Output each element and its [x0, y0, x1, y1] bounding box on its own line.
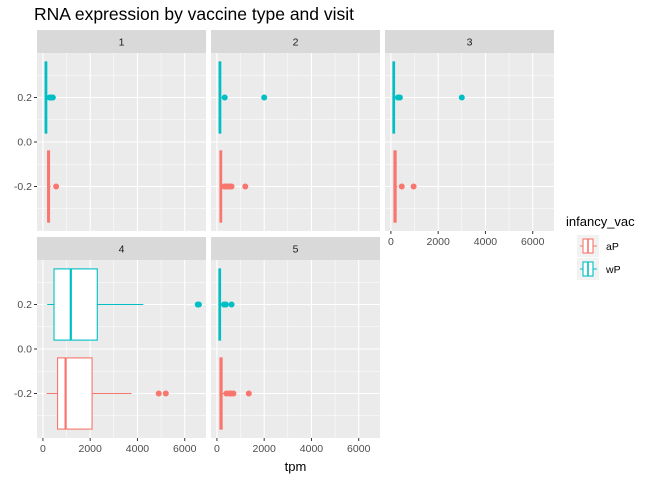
boxplot-aP — [393, 150, 417, 223]
legend-entry-aP: aP — [577, 235, 619, 257]
boxplot-wP — [392, 61, 465, 134]
boxplot-aP — [219, 357, 252, 430]
boxplot-aP — [46, 357, 169, 430]
legend-label: aP — [606, 241, 619, 253]
facet-panel-1: 1 — [37, 30, 206, 231]
outlier-point — [162, 390, 169, 397]
facet-strip — [211, 237, 380, 260]
x-tick-label: 6000 — [521, 236, 545, 248]
x-tick-label: 0 — [40, 443, 46, 455]
x-tick-label: 4000 — [300, 443, 324, 455]
legend-label: wP — [605, 264, 621, 276]
outlier-point — [410, 183, 417, 190]
box-iqr — [53, 268, 98, 341]
facet-panel-3: 3 — [385, 30, 554, 231]
outlier-point — [398, 183, 405, 190]
outlier-point — [458, 94, 465, 101]
outlier-point — [221, 94, 228, 101]
outlier-point — [228, 183, 235, 190]
x-axis-title: tpm — [285, 459, 307, 474]
x-tick-label: 6000 — [347, 443, 371, 455]
x-tick-label: 2000 — [427, 236, 451, 248]
x-tick-label: 0 — [388, 236, 394, 248]
legend: infancy_vac aP wP — [566, 214, 635, 280]
facet-strip — [37, 237, 206, 260]
boxplot-wP — [218, 268, 235, 341]
outlier-point — [195, 301, 202, 308]
outlier-point — [230, 390, 237, 397]
outlier-point — [228, 301, 235, 308]
outlier-point — [222, 301, 229, 308]
x-tick-label: 4000 — [126, 443, 150, 455]
outlier-point — [53, 183, 60, 190]
facet-panel-5: 5 — [211, 237, 380, 438]
boxplot-wP — [44, 61, 56, 134]
legend-entry-wP: wP — [577, 258, 621, 280]
facet-panel-4: 4 — [37, 237, 206, 438]
x-tick-label: 2000 — [253, 443, 277, 455]
y-tick-label: 0.0 — [17, 344, 32, 356]
boxplot-aP — [219, 150, 249, 223]
outlier-point — [396, 94, 403, 101]
facet-strip-label: 1 — [119, 37, 125, 49]
y-tick-label: 0.2 — [17, 299, 32, 311]
x-tick-label: 0 — [214, 443, 220, 455]
facet-panel-2: 2 — [211, 30, 380, 231]
facet-strip-label: 5 — [293, 244, 299, 256]
outlier-point — [49, 94, 56, 101]
facet-strip-label: 4 — [119, 244, 125, 256]
boxplot-wP — [218, 61, 268, 134]
legend-title: infancy_vac — [566, 214, 635, 229]
facet-strip — [385, 30, 554, 53]
outlier-point — [155, 390, 162, 397]
boxplot-aP — [46, 150, 60, 223]
facet-strip-label: 3 — [467, 37, 473, 49]
box-iqr — [57, 357, 93, 430]
outlier-point — [242, 183, 249, 190]
y-tick-label: -0.2 — [14, 181, 32, 193]
y-tick-label: 0.2 — [17, 92, 32, 104]
boxplot-wP — [47, 268, 202, 341]
facet-strip-label: 2 — [293, 37, 299, 49]
facet-strip — [37, 30, 206, 53]
outlier-point — [245, 390, 252, 397]
x-tick-label: 2000 — [79, 443, 103, 455]
x-tick-label: 4000 — [474, 236, 498, 248]
y-tick-label: 0.0 — [17, 137, 32, 149]
x-tick-label: 6000 — [173, 443, 197, 455]
y-tick-label: -0.2 — [14, 388, 32, 400]
facet-strip — [211, 30, 380, 53]
outlier-point — [261, 94, 268, 101]
chart-title: RNA expression by vaccine type and visit — [34, 4, 355, 24]
